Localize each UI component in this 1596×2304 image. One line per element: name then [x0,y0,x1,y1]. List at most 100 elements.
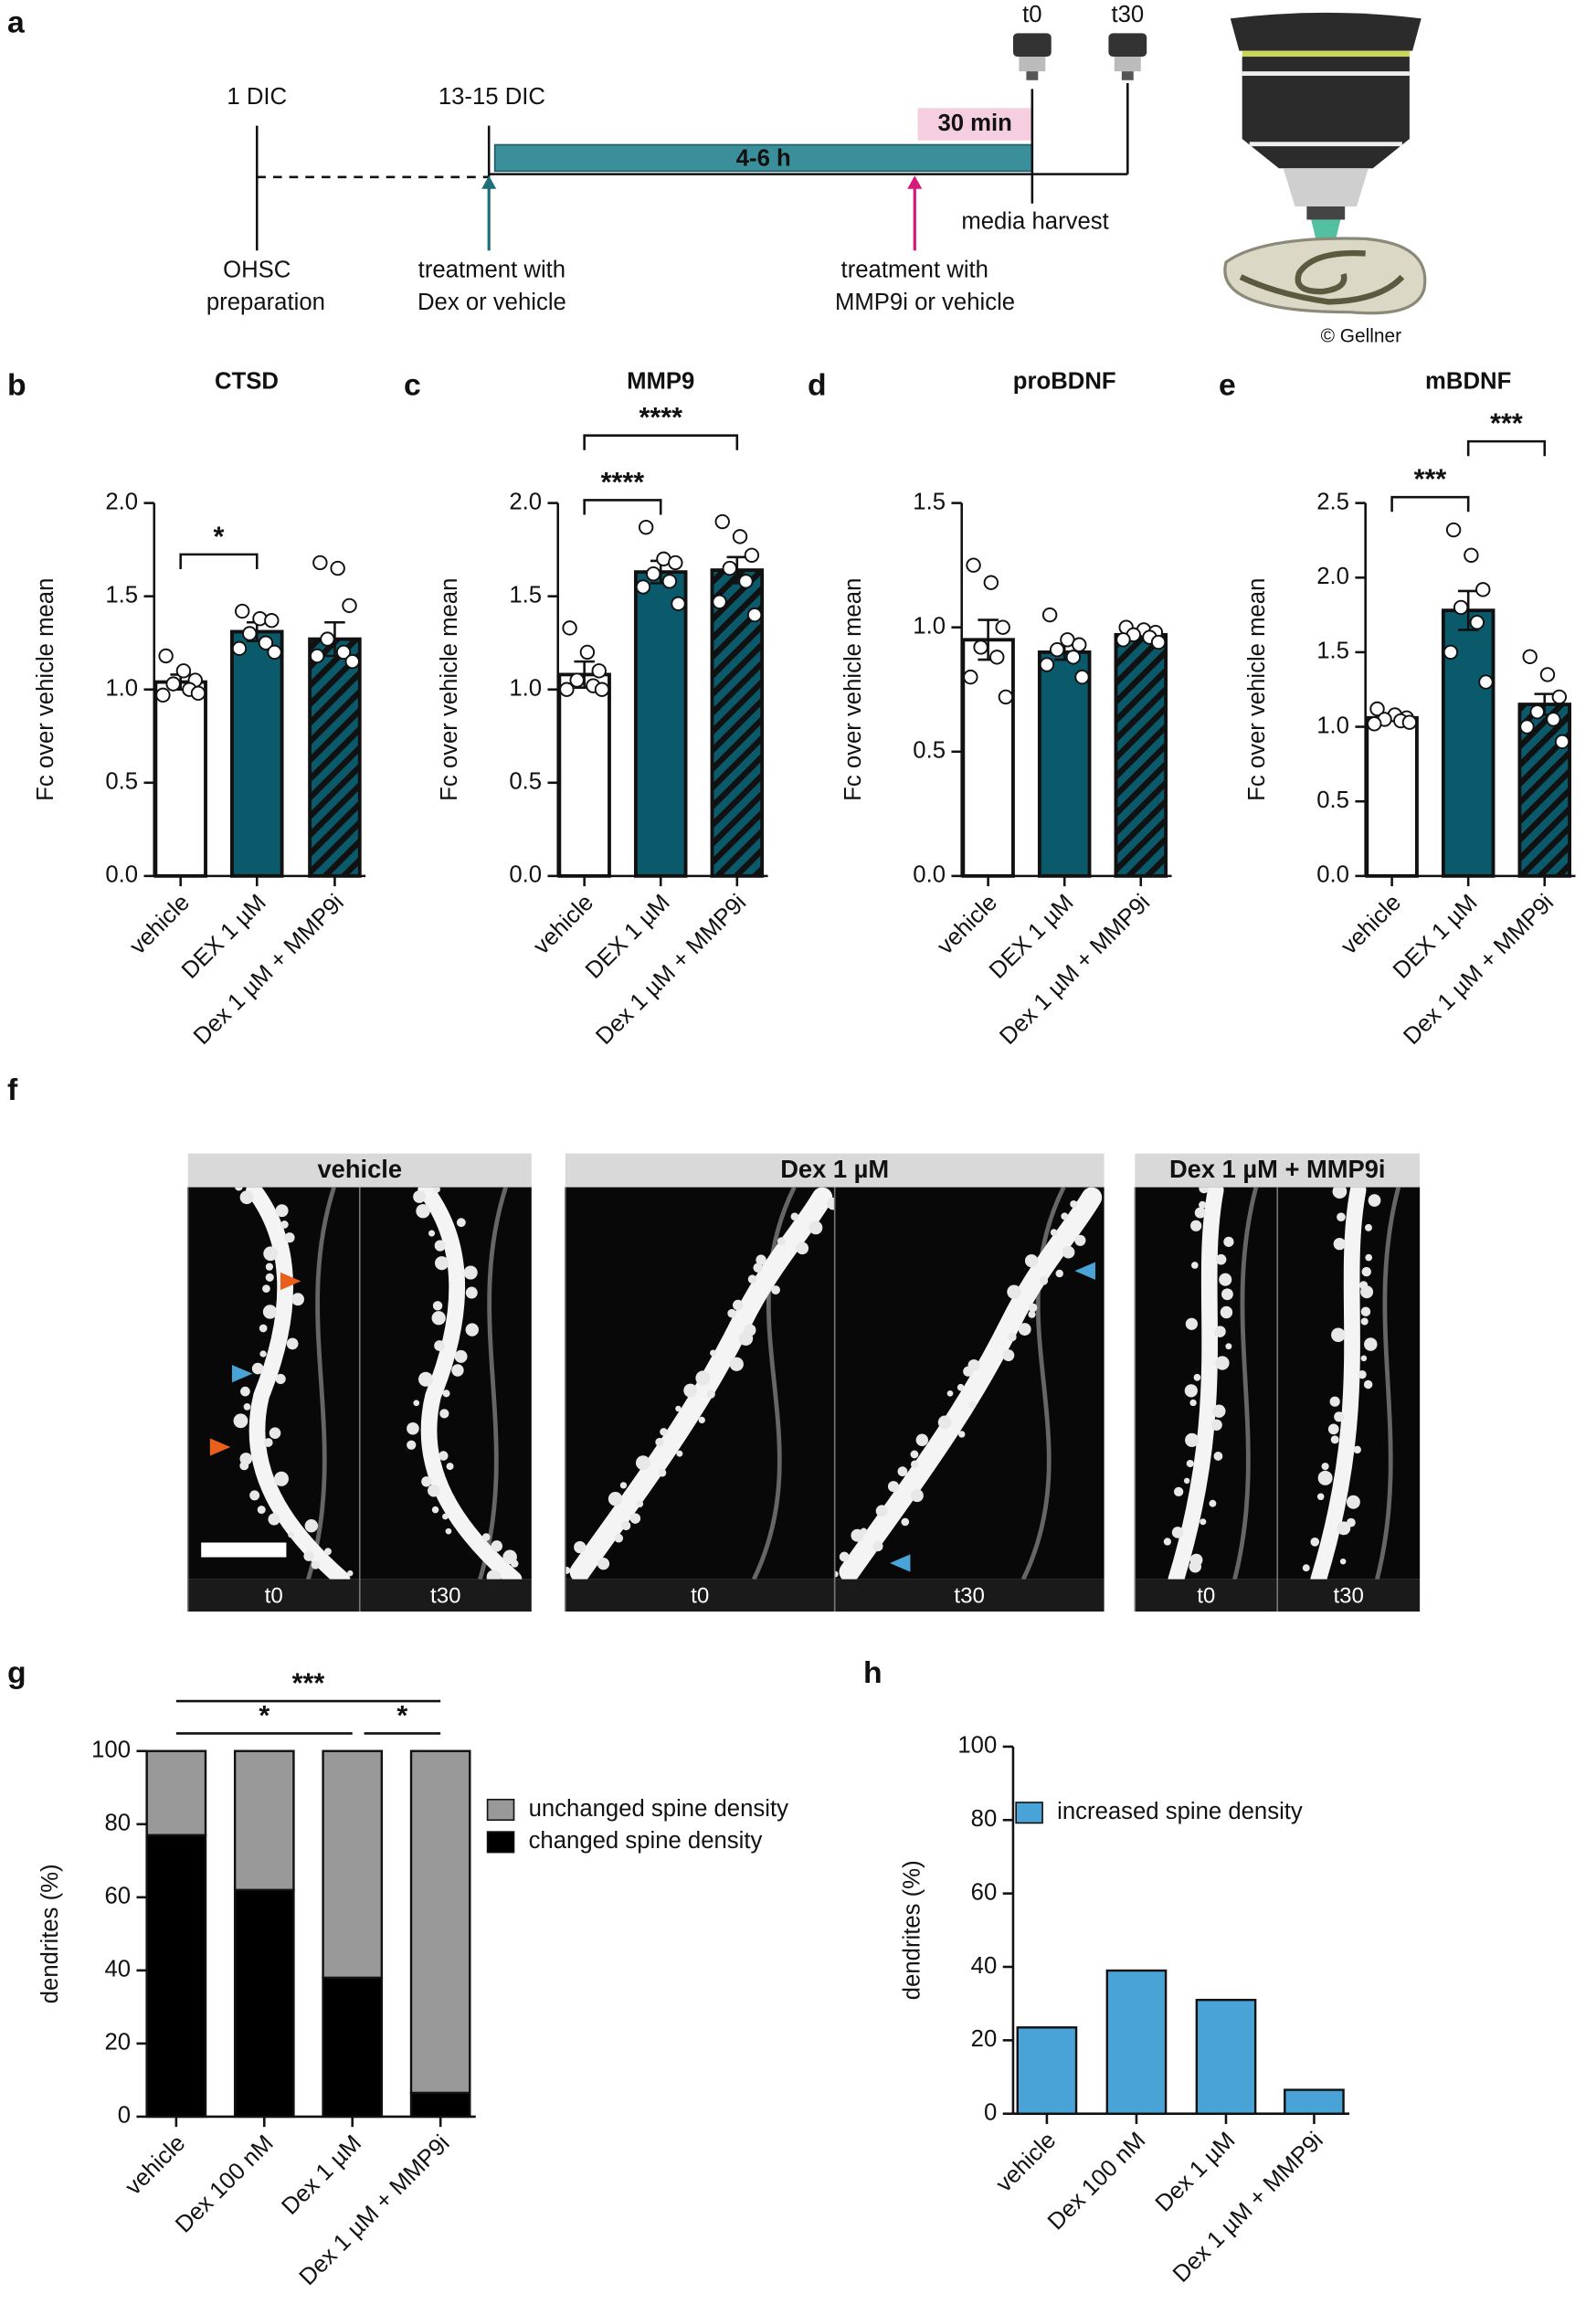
spine [280,1221,289,1229]
stage-label: 1 DIC [227,84,287,110]
data-point [1401,714,1418,730]
y-tick-label: 80 [104,1811,131,1836]
significance-bracket [583,499,662,515]
arrowhead [280,1272,301,1291]
faint-branch [478,1187,508,1580]
data-point [165,676,181,692]
spine [683,1383,698,1398]
spine [744,1324,756,1337]
spine [347,1569,354,1577]
image-group-label: Dex 1 µM [780,1155,889,1183]
spine [1365,1223,1372,1231]
spine [413,1400,420,1407]
spine [1171,1527,1184,1538]
spine [827,1197,835,1210]
x-tick-label: vehicle [991,2128,1061,2197]
spine [619,1482,628,1489]
panel-letter: c [404,368,421,403]
dendrite [1168,1187,1224,1580]
data-point [1519,719,1535,735]
spine [777,1237,786,1246]
spine [1028,1310,1036,1318]
spine [239,1461,249,1471]
y-tick-label: 1.0 [105,676,138,702]
significance-bracket [1390,495,1470,513]
data-point [1072,637,1087,652]
y-tick-label: 1.5 [509,582,542,608]
spine [428,1230,436,1237]
data-point [258,635,274,650]
y-tick-label: 1.0 [1316,713,1349,738]
spine [481,1533,491,1541]
spine [887,1481,900,1493]
spine [1337,1212,1346,1222]
spine [275,1373,286,1385]
spine [706,1390,715,1399]
spine [288,1531,294,1538]
spine [291,1293,304,1306]
spine [239,1190,254,1205]
spine [263,1438,273,1447]
data-point [732,529,748,544]
data-point [1478,674,1494,690]
bar [633,570,688,878]
y-tick-label: 2.5 [1316,489,1349,514]
data-point [1475,582,1491,597]
significance-label: * [214,521,225,552]
spine [1018,1323,1031,1336]
spine [710,1349,717,1357]
spine [771,1285,780,1295]
spine [1316,1493,1325,1501]
bar [1114,632,1168,878]
image-footer [834,1579,1105,1612]
error-bar [1457,589,1479,631]
x-tick-label: vehicle [1337,890,1406,959]
stage-note: treatment with [841,257,988,282]
y-tick-label: 2.0 [105,489,138,514]
spine [463,1265,478,1280]
x-tick-label: vehicle [121,2130,190,2200]
data-point [746,607,763,623]
spine [432,1301,443,1311]
data-point [1539,667,1556,682]
spine [286,1337,299,1350]
stage-note: preparation [206,290,325,315]
y-tick-label: 0.0 [913,862,946,888]
scale-bar [201,1542,287,1558]
dendrite [839,1187,1103,1580]
data-point [155,687,171,703]
spine [968,1400,977,1409]
image-footer [1277,1579,1421,1612]
spine [433,1187,440,1193]
frame-label: t30 [430,1583,461,1608]
y-tick-label: 0.5 [913,738,946,764]
dendrite-image [1163,1187,1259,1580]
data-point [1115,632,1131,648]
faint-branch [306,1187,336,1580]
spine [1039,1276,1049,1285]
data-point [320,631,335,647]
spine [251,1362,264,1375]
spine [1008,1332,1017,1342]
data-point [638,519,654,535]
spine [1220,1305,1233,1319]
data-point [579,644,596,661]
spine [1333,1237,1346,1251]
credit: © Gellner [1321,326,1402,347]
spine [311,1560,320,1569]
spine [621,1520,631,1531]
data-point [998,689,1014,705]
spine [262,1305,278,1319]
spine [262,1284,270,1293]
y-tick-label: 0.0 [509,862,542,888]
x-tick-label: Dex 1 µM + MMP9i [995,890,1155,1050]
bar [1037,650,1092,878]
data-point [966,557,981,573]
image-header [1135,1153,1421,1188]
bar-segment [1105,1969,1168,2115]
y-tick-label: 40 [104,1957,131,1982]
x-tick-label: Dex 1 µM + MMP9i [591,890,751,1050]
spine [1173,1486,1184,1497]
spine [1163,1538,1171,1546]
stage-label: 13-15 DIC [439,84,545,110]
